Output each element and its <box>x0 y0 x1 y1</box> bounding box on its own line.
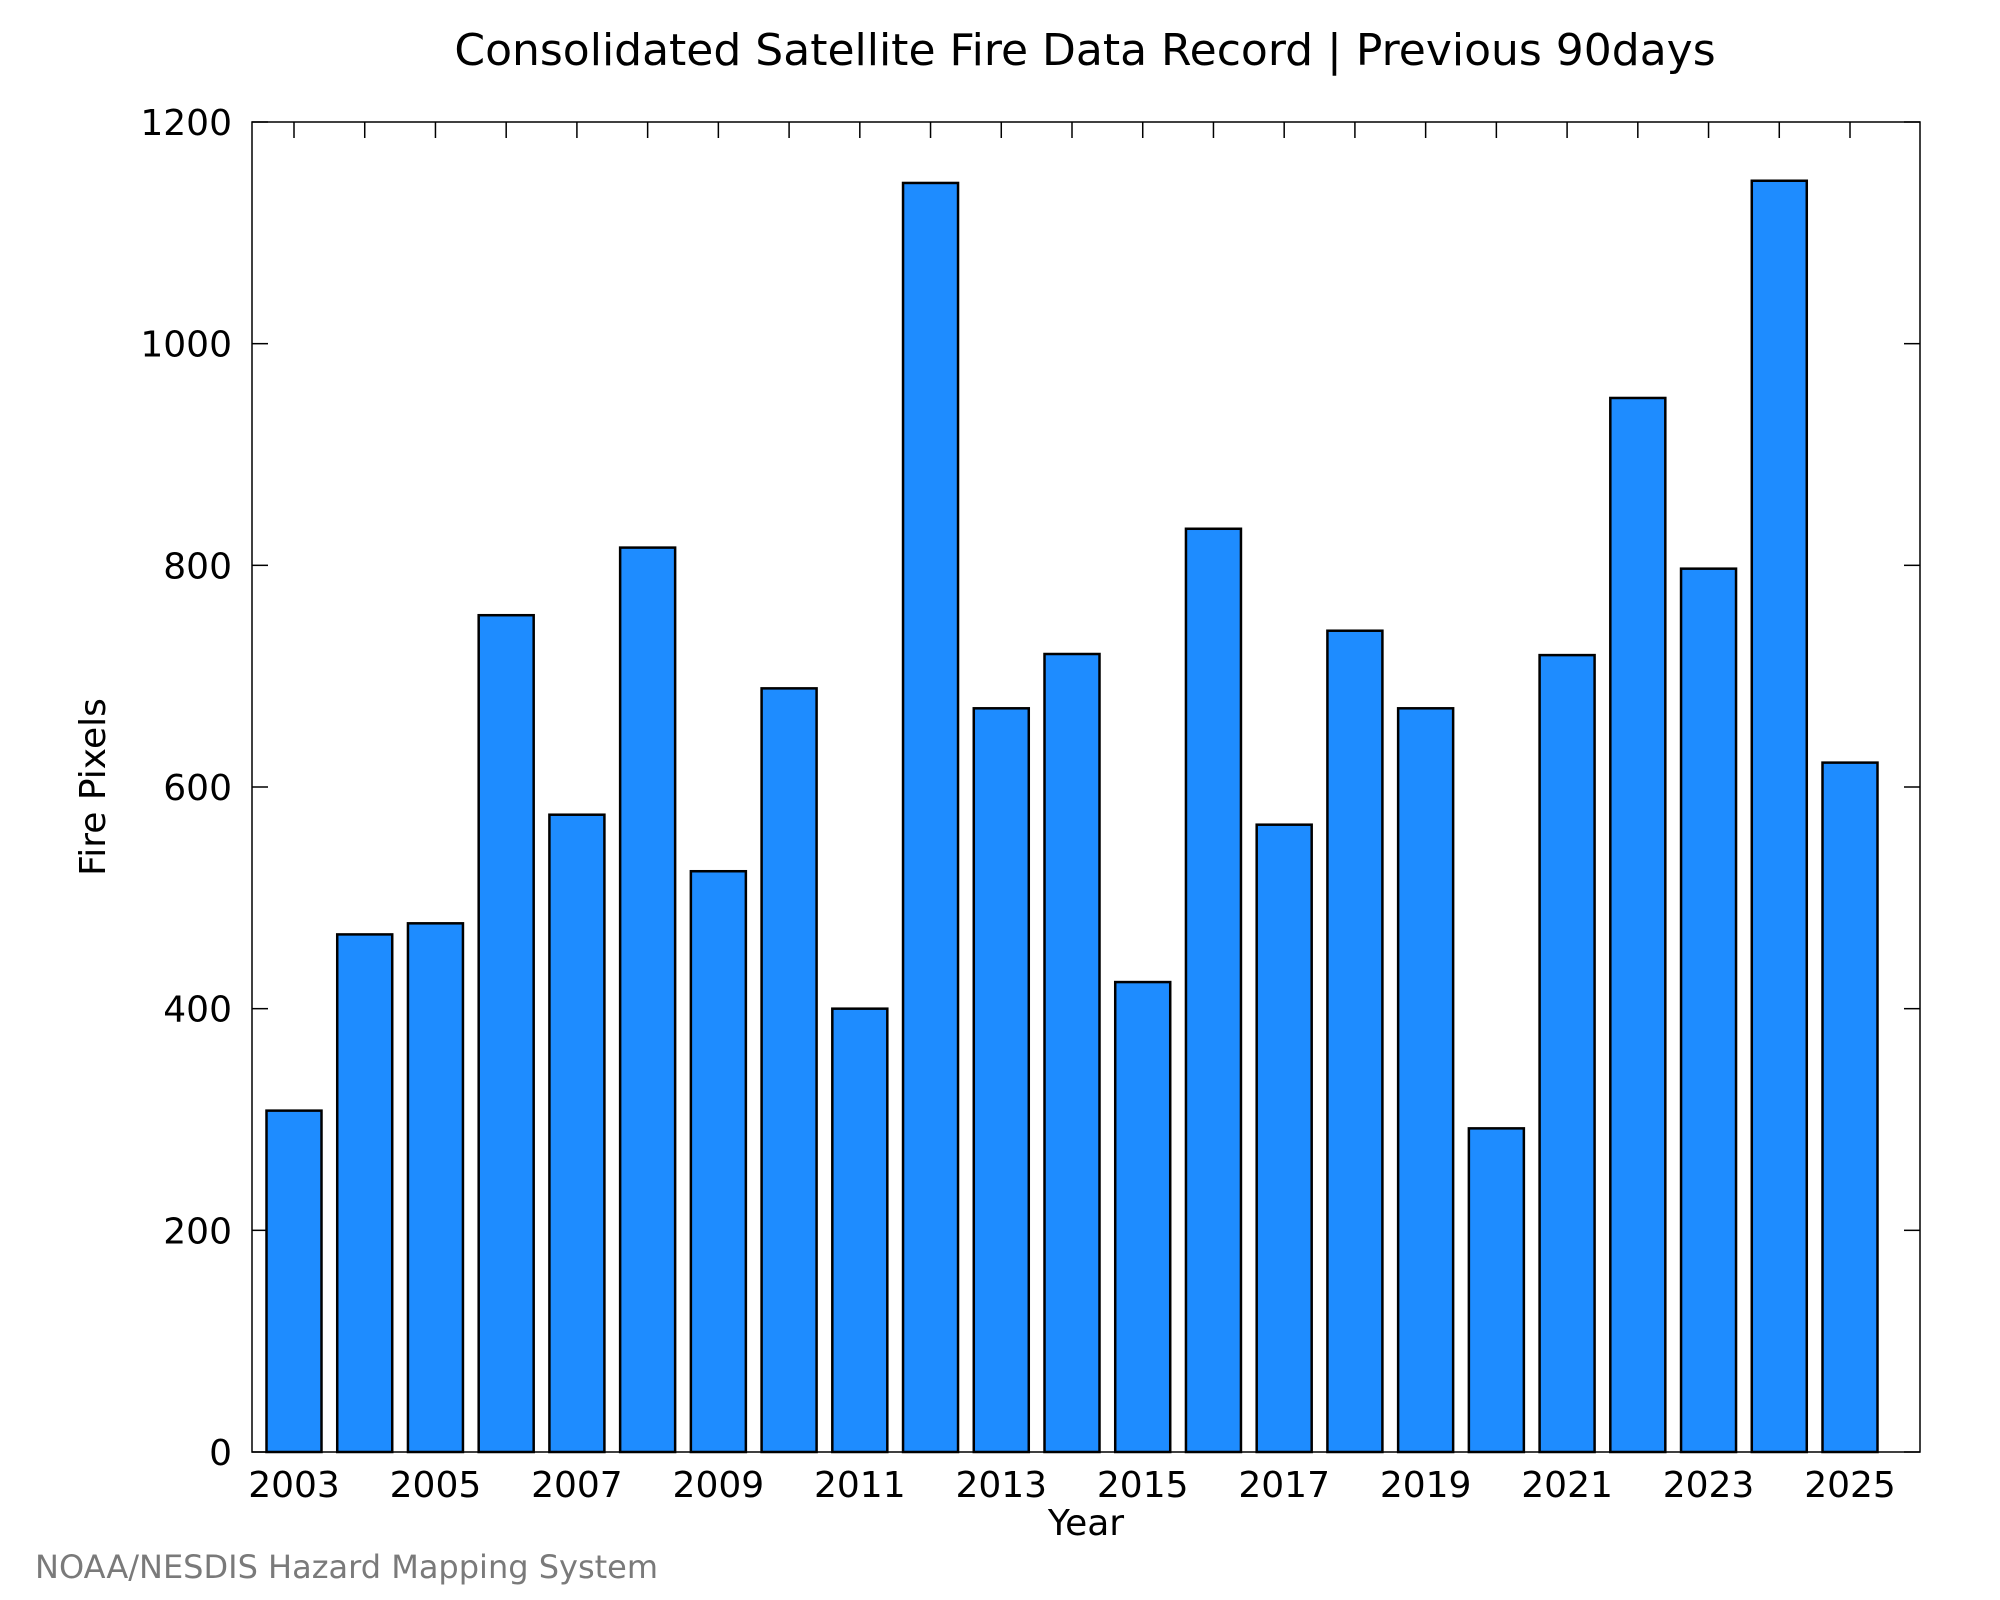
bar-2013 <box>972 707 1031 1454</box>
y-tick-label: 1200 <box>140 103 232 144</box>
x-axis-ticks: 2003 2005 2007 2009 2011 2013 2015 2017 2019 2021… <box>248 122 1896 1506</box>
bar-2010 <box>760 687 818 1454</box>
bar-2008 <box>618 546 677 1454</box>
bar-2012 <box>901 181 960 1454</box>
x-tick-label: 2007 <box>531 1465 623 1506</box>
bar-2014 <box>1043 652 1101 1454</box>
x-tick-label: 2009 <box>673 1465 765 1506</box>
footer-credit: NOAA/NESDIS Hazard Mapping System <box>35 1548 658 1586</box>
y-tick-label: 200 <box>163 1211 232 1252</box>
y-axis-label: Fire Pixels <box>73 698 114 876</box>
bar-2020 <box>1467 1127 1526 1454</box>
bar-2011 <box>831 1007 889 1454</box>
x-tick-label: 2021 <box>1521 1465 1613 1506</box>
bar-2006 <box>477 613 535 1454</box>
bar-2009 <box>689 869 748 1454</box>
chart-title: Consolidated Satellite Fire Data Record … <box>454 25 1715 76</box>
x-tick-label: 2015 <box>1097 1465 1189 1506</box>
y-tick-label: 400 <box>163 990 232 1031</box>
bar-2005 <box>406 922 465 1454</box>
x-tick-label: 2025 <box>1804 1465 1896 1506</box>
bar-2016 <box>1184 527 1243 1454</box>
y-tick-label: 1000 <box>140 325 232 366</box>
y-tick-label: 600 <box>163 768 232 809</box>
bar-2017 <box>1255 823 1313 1454</box>
bar-2025 <box>1821 761 1879 1454</box>
bar-2019 <box>1396 707 1455 1454</box>
x-tick-label: 2023 <box>1663 1465 1755 1506</box>
bar-2023 <box>1679 567 1738 1454</box>
y-tick-label: 800 <box>163 546 232 587</box>
bar-2003 <box>265 1109 323 1454</box>
x-tick-label: 2011 <box>814 1465 906 1506</box>
y-axis-ticks: 0 200 400 600 800 1000 1200 <box>140 103 1920 1474</box>
bar-2018 <box>1326 629 1384 1454</box>
x-tick-label: 2003 <box>248 1465 340 1506</box>
bars-group <box>265 179 1879 1454</box>
x-tick-label: 2017 <box>1238 1465 1330 1506</box>
x-tick-label: 2013 <box>955 1465 1047 1506</box>
bar-2024 <box>1750 179 1809 1454</box>
bar-2021 <box>1538 653 1596 1454</box>
bar-2004 <box>335 933 394 1454</box>
bar-2015 <box>1113 980 1172 1454</box>
bar-2022 <box>1609 396 1667 1454</box>
bar-2007 <box>548 813 606 1454</box>
x-tick-label: 2019 <box>1380 1465 1472 1506</box>
x-axis-label: Year <box>1047 1503 1124 1544</box>
x-tick-label: 2005 <box>390 1465 482 1506</box>
y-tick-label: 0 <box>209 1433 232 1474</box>
